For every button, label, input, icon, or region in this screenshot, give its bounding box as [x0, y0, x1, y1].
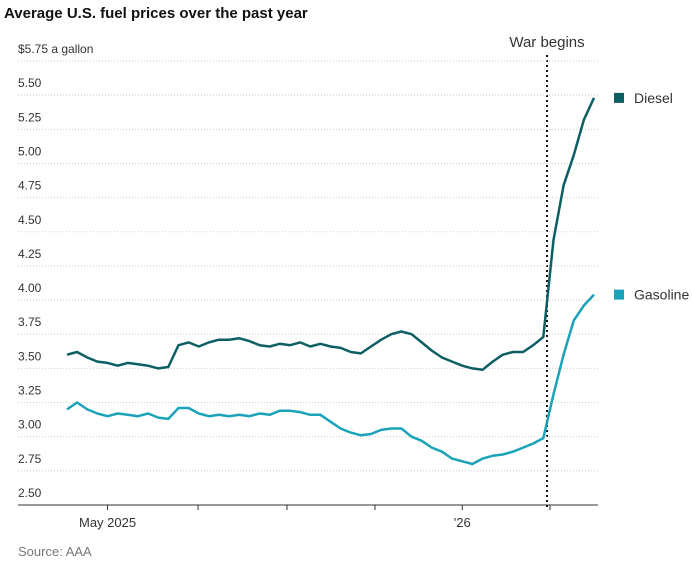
legend-swatch — [614, 92, 624, 103]
y-tick-label: 3.25 — [18, 384, 42, 398]
y-tick-label: 3.75 — [18, 315, 42, 329]
series-line — [66, 97, 596, 372]
y-tick-label: 4.50 — [18, 213, 42, 227]
series-line — [66, 293, 595, 466]
y-tick-label: 2.75 — [18, 452, 42, 466]
y-tick-label: 4.75 — [18, 179, 42, 193]
x-tick-label: May 2025 — [79, 515, 136, 530]
y-tick-label: 4.25 — [18, 247, 42, 261]
legend-label: Diesel — [634, 90, 673, 106]
legend-label: Gasoline — [634, 287, 689, 303]
y-tick-label: $5.75 a gallon — [18, 42, 93, 56]
annotation: War begins — [509, 34, 584, 51]
y-tick-label: 5.50 — [18, 76, 42, 90]
y-tick-label: 2.50 — [18, 486, 42, 500]
chart-title: Average U.S. fuel prices over the past y… — [4, 5, 308, 22]
legend-swatch — [614, 289, 624, 300]
y-tick-label: 4.00 — [18, 281, 42, 295]
y-tick-label: 5.25 — [18, 110, 42, 124]
y-tick-label: 3.00 — [18, 418, 42, 432]
y-tick-label: 3.50 — [18, 349, 42, 363]
x-tick-label: '26 — [454, 515, 471, 530]
y-tick-label: 5.00 — [18, 144, 42, 158]
source: Source: AAA — [18, 544, 92, 559]
